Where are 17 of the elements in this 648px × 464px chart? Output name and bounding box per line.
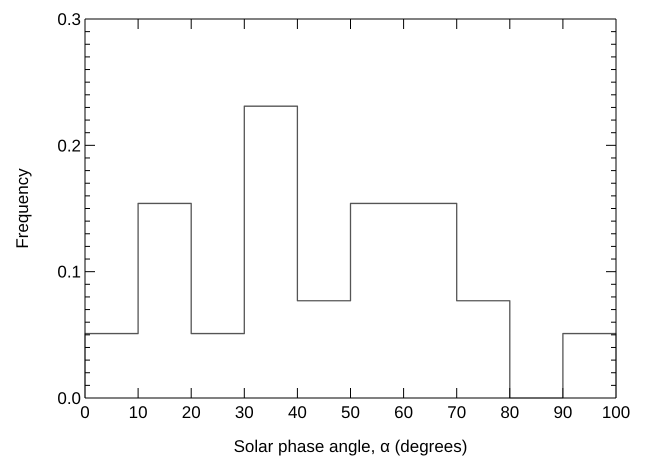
- y-tick-label: 0.2: [57, 136, 81, 156]
- x-tick-label: 90: [553, 403, 572, 422]
- y-axis-title: Frequency: [13, 168, 32, 249]
- y-tick-label: 0.3: [57, 10, 81, 29]
- x-tick-label: 100: [602, 403, 630, 422]
- x-tick-label: 70: [447, 403, 466, 422]
- x-tick-label: 20: [182, 403, 201, 422]
- x-tick-label: 60: [394, 403, 414, 422]
- x-tick-label: 10: [128, 403, 148, 422]
- x-tick-label: 50: [341, 403, 360, 422]
- x-axis-title: Solar phase angle, α (degrees): [234, 437, 468, 456]
- y-tick-label: 0.0: [57, 388, 81, 408]
- x-tick-label: 0: [80, 403, 90, 422]
- y-tick-label: 0.1: [57, 262, 81, 282]
- x-tick-label: 40: [288, 403, 307, 422]
- x-tick-label: 30: [234, 403, 254, 422]
- x-tick-label: 80: [500, 403, 520, 422]
